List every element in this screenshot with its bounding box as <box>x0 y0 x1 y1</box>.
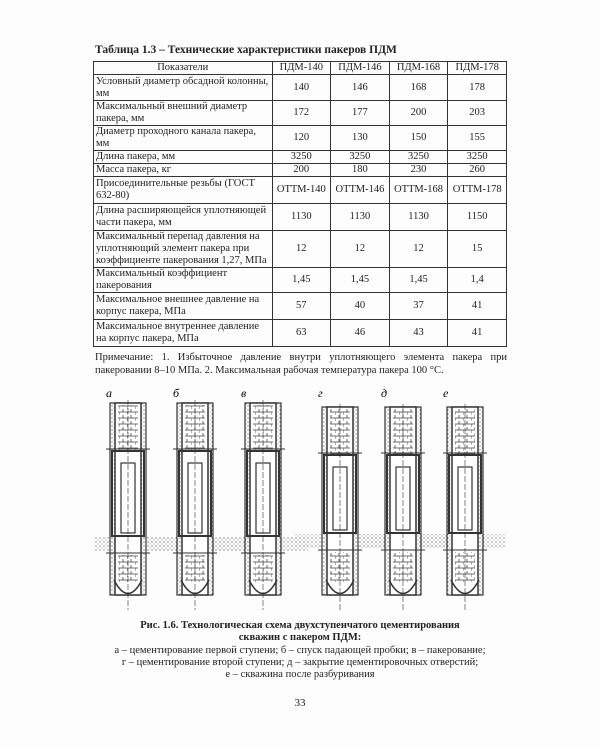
table-row: Максимальный внешний диаметр пакера, мм 1… <box>93 100 507 126</box>
value-cell: 146 <box>330 74 390 101</box>
value-cell: 172 <box>271 100 332 126</box>
table-note: Примечание: 1. Избыточное давление внутр… <box>95 352 507 376</box>
value-cell: 150 <box>388 125 449 151</box>
table-row: Длина расширяющейся уплотняющей части па… <box>93 203 507 231</box>
row-label: Максимальное внутреннее давление на корп… <box>93 319 273 347</box>
value-cell: 120 <box>271 125 332 151</box>
value-cell: 230 <box>388 163 449 177</box>
row-label: Длина пакера, мм <box>93 150 273 164</box>
value-cell: 203 <box>447 100 507 126</box>
value-cell: 1,4 <box>447 267 507 293</box>
caption-line: е – скважина после разбуривания <box>225 669 375 680</box>
value-cell: 41 <box>447 292 507 320</box>
panel-label: г <box>318 386 323 400</box>
table-row: Максимальное внутреннее давление на корп… <box>93 319 507 347</box>
header-cell: ПДМ-140 <box>271 61 332 75</box>
value-cell: 1130 <box>271 203 332 231</box>
header-cell: ПДМ-146 <box>330 61 390 75</box>
panel-label: в <box>241 386 246 400</box>
value-cell: 168 <box>388 74 449 101</box>
value-cell: 1,45 <box>271 267 332 293</box>
header-cell: ПДМ-168 <box>388 61 449 75</box>
value-cell: 63 <box>271 319 332 347</box>
value-cell: ОТТМ-168 <box>388 176 449 204</box>
caption-line: а – цементирование первой ступени; б – с… <box>114 645 486 656</box>
value-cell: 1130 <box>388 203 449 231</box>
value-cell: 3250 <box>271 150 332 164</box>
value-cell: 177 <box>330 100 390 126</box>
panel-label: б <box>173 386 180 400</box>
value-cell: 1,45 <box>388 267 449 293</box>
value-cell: 200 <box>388 100 449 126</box>
table-title: Таблица 1.3 – Технические характеристики… <box>95 44 397 56</box>
value-cell: 180 <box>330 163 390 177</box>
caption-title-line: Рис. 1.6. Технологическая схема двухступ… <box>140 620 460 631</box>
table-row: Диаметр проходного канала пакера, мм 120 1… <box>93 125 507 151</box>
row-label: Максимальный перепад давления на уплотня… <box>93 230 273 268</box>
value-cell: 155 <box>447 125 507 151</box>
value-cell: 37 <box>388 292 449 320</box>
value-cell: ОТТМ-178 <box>447 176 507 204</box>
value-cell: 15 <box>447 230 507 268</box>
header-cell: ПДМ-178 <box>447 61 507 75</box>
figure-caption-title: Рис. 1.6. Технологическая схема двухступ… <box>90 620 510 633</box>
table-row: Условный диаметр обсадной колонны, мм 140… <box>93 74 507 101</box>
row-label: Максимальный коэффициент пакерования <box>93 267 273 293</box>
table-row: Масса пакера, кг 200 180 230 260 <box>93 163 507 177</box>
value-cell: 140 <box>271 74 332 101</box>
table-row: Максимальный перепад давления на уплотня… <box>93 230 507 268</box>
row-label: Условный диаметр обсадной колонны, мм <box>93 74 273 101</box>
row-label: Максимальный внешний диаметр пакера, мм <box>93 100 273 126</box>
row-label: Диаметр проходного канала пакера, мм <box>93 125 273 151</box>
caption-line: г – цементирование второй ступени; д – з… <box>121 657 479 668</box>
caption-title-line: скважин с пакером ПДМ: <box>238 632 362 643</box>
row-label: Присоединительные резьбы (ГОСТ 632-80) <box>93 176 273 204</box>
row-label: Масса пакера, кг <box>93 163 273 177</box>
value-cell: 1150 <box>447 203 507 231</box>
value-cell: 3250 <box>330 150 390 164</box>
value-cell: 12 <box>271 230 332 268</box>
table-row: Присоединительные резьбы (ГОСТ 632-80) ОТ… <box>93 176 507 204</box>
value-cell: ОТТМ-146 <box>330 176 390 204</box>
row-label: Максимальное внешнее давление на корпус … <box>93 292 273 320</box>
cementing-scheme-figure: а б в г д е <box>95 386 505 610</box>
value-cell: 1,45 <box>330 267 390 293</box>
value-cell: 3250 <box>388 150 449 164</box>
panel-label: е <box>443 386 449 400</box>
table-row: Максимальное внешнее давление на корпус … <box>93 292 507 320</box>
value-cell: 200 <box>271 163 332 177</box>
value-cell: 40 <box>330 292 390 320</box>
value-cell: 41 <box>447 319 507 347</box>
value-cell: 46 <box>330 319 390 347</box>
table-row: Максимальный коэффициент пакерования 1,45… <box>93 267 507 293</box>
specs-table: Показатели ПДМ-140 ПДМ-146 ПДМ-168 ПДМ-1… <box>93 61 507 347</box>
row-label: Длина расширяющейся уплотняющей части па… <box>93 203 273 231</box>
value-cell: ОТТМ-140 <box>271 176 332 204</box>
value-cell: 260 <box>447 163 507 177</box>
panel-label: д <box>381 386 387 400</box>
panel-label: а <box>106 386 112 400</box>
value-cell: 3250 <box>447 150 507 164</box>
value-cell: 43 <box>388 319 449 347</box>
value-cell: 1130 <box>330 203 390 231</box>
value-cell: 178 <box>447 74 507 101</box>
header-cell: Показатели <box>93 61 273 75</box>
value-cell: 12 <box>330 230 390 268</box>
page-number: 33 <box>294 697 306 709</box>
table-header-row: Показатели ПДМ-140 ПДМ-146 ПДМ-168 ПДМ-1… <box>93 61 507 75</box>
value-cell: 57 <box>271 292 332 320</box>
value-cell: 12 <box>388 230 449 268</box>
table-row: Длина пакера, мм 3250 3250 3250 3250 <box>93 150 507 164</box>
value-cell: 130 <box>330 125 390 151</box>
figure-caption-title-2: скважин с пакером ПДМ: <box>90 632 510 645</box>
